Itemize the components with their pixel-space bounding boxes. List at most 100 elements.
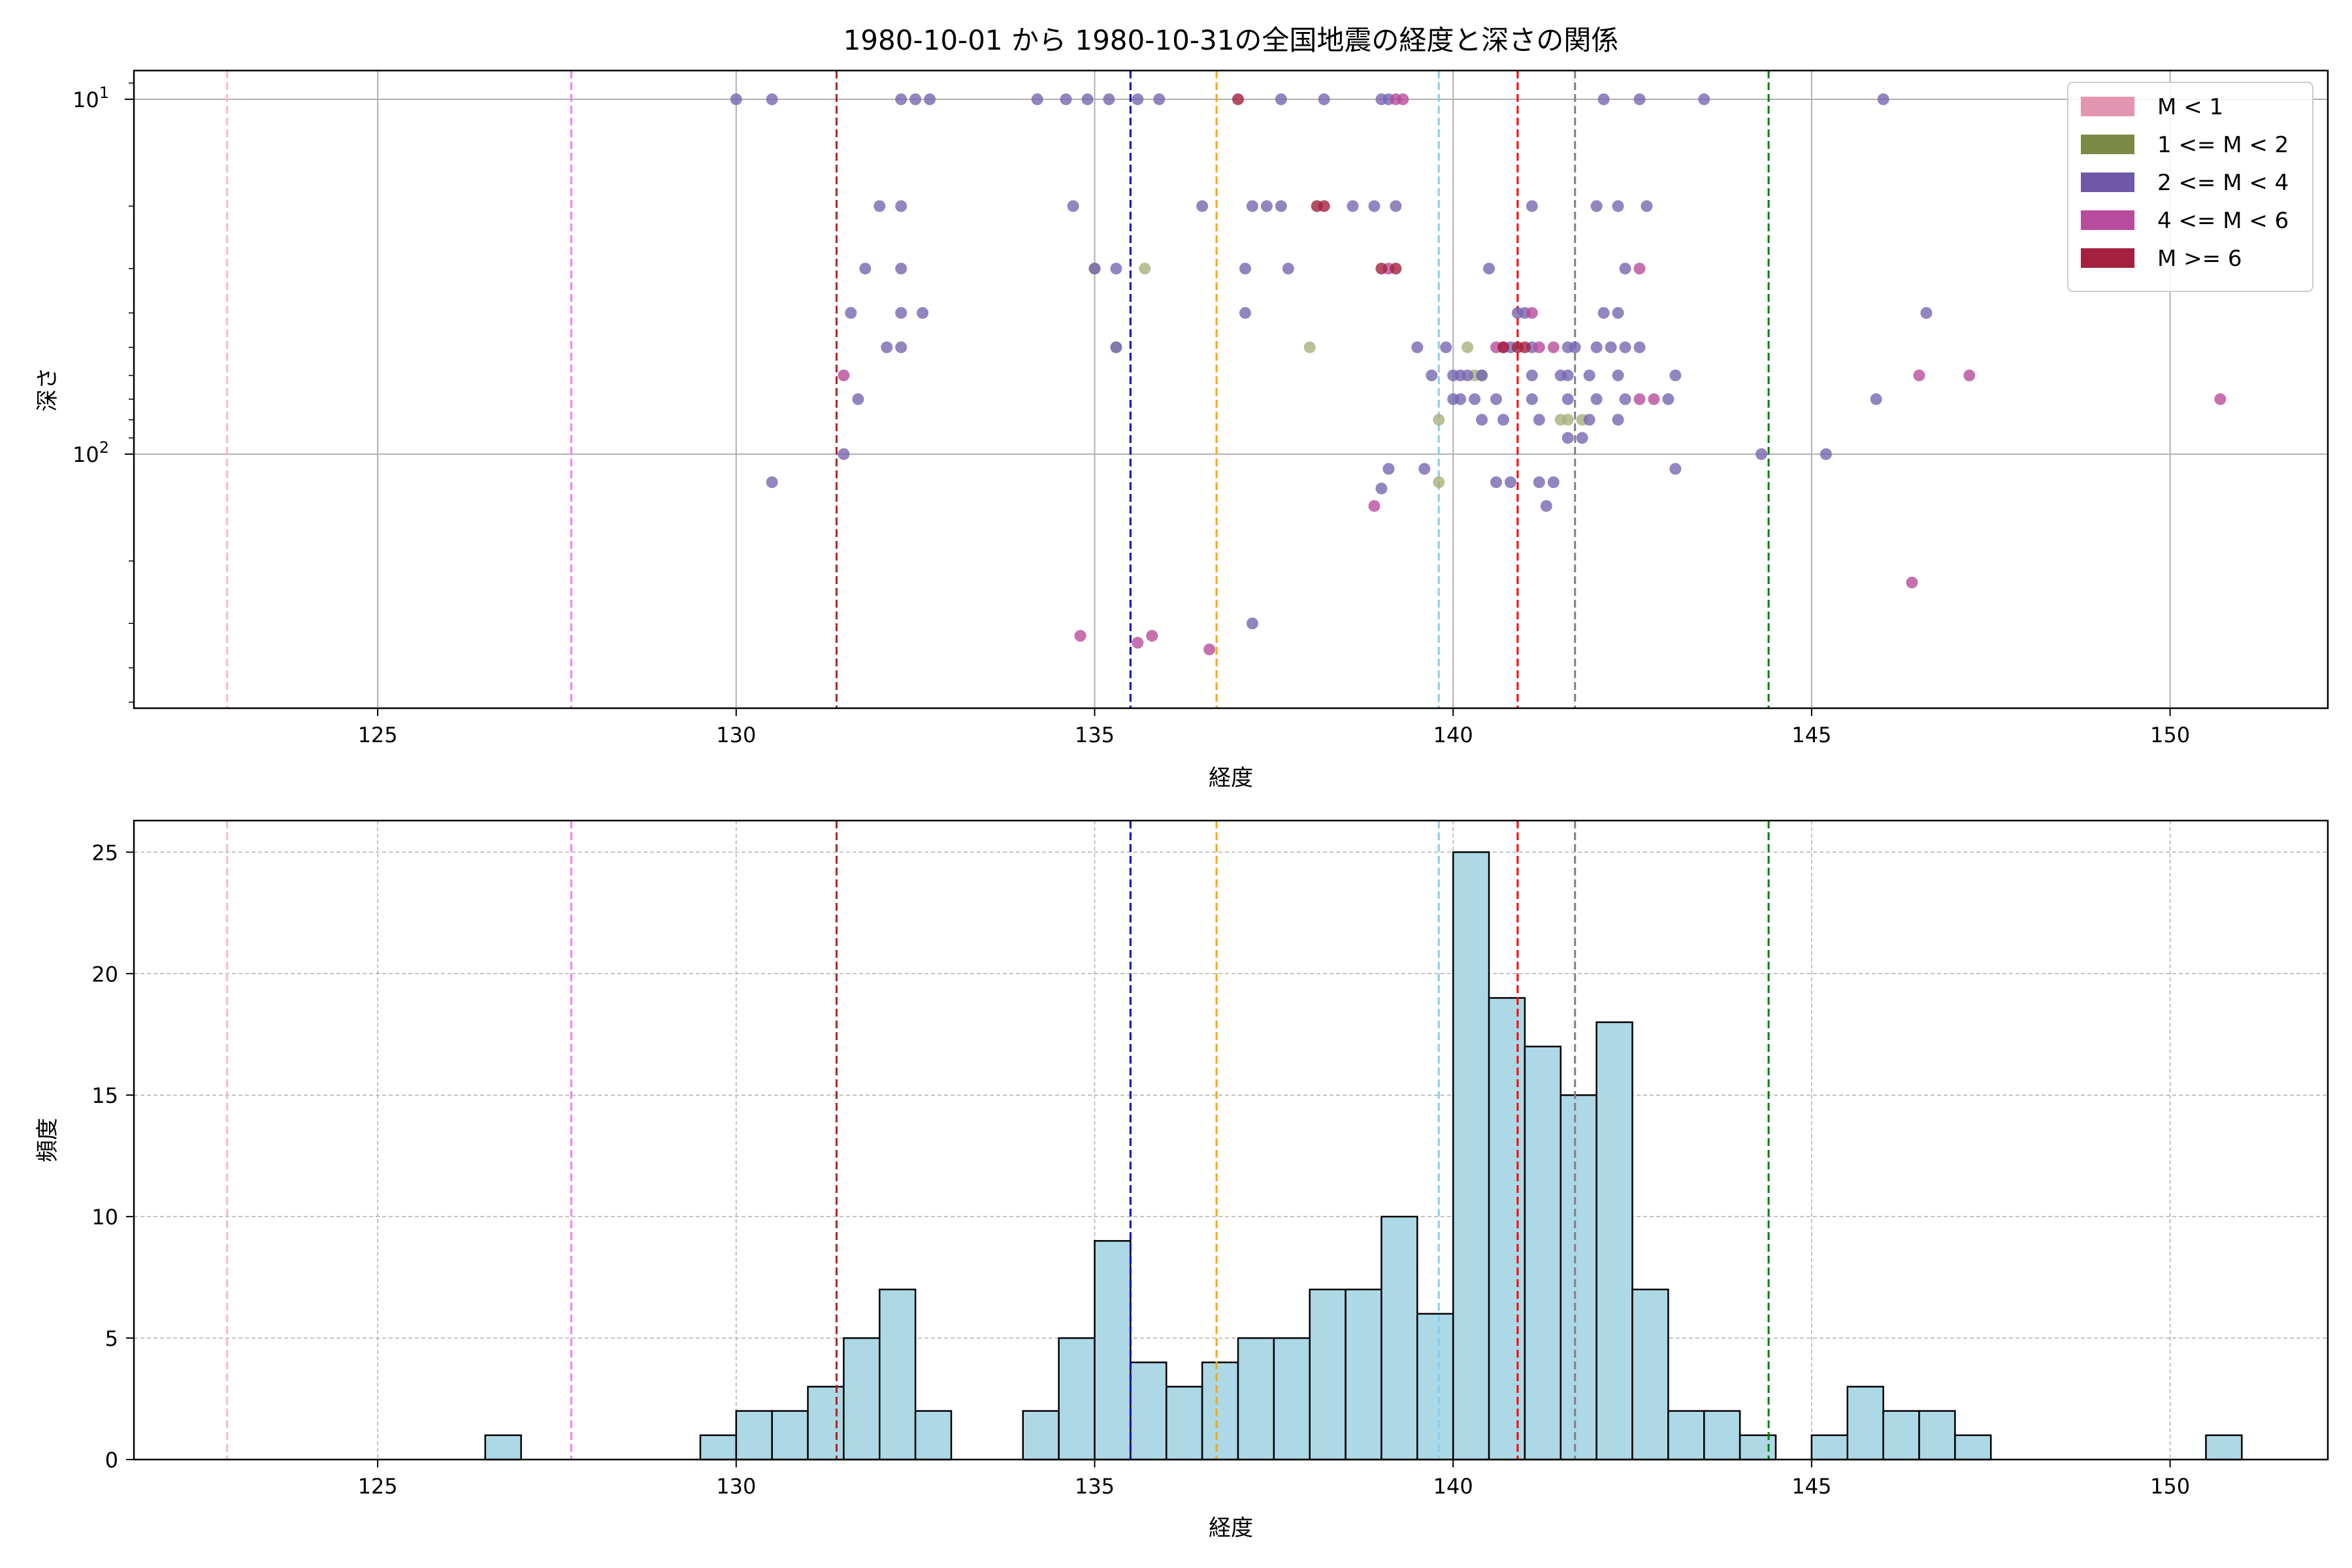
scatter-point (1633, 93, 1646, 105)
scatter-point (1669, 369, 1682, 382)
scatter-point (1260, 200, 1273, 212)
histogram-bar (1201, 1362, 1239, 1461)
scatter-point (730, 93, 742, 105)
scatter-x-tick-label: 125 (358, 723, 398, 747)
scatter-point (1906, 576, 1918, 589)
scatter-point (1547, 476, 1560, 489)
scatter-point (1146, 630, 1158, 642)
legend-swatch (2081, 248, 2134, 268)
scatter-point (766, 476, 778, 489)
scatter-point (1375, 263, 1388, 275)
scatter-point (1469, 393, 1481, 405)
scatter-x-tick-label: 140 (1433, 723, 1473, 747)
scatter-point (1619, 341, 1631, 353)
scatter-point (1232, 93, 1244, 105)
scatter-point (1504, 476, 1516, 489)
histogram-bar (484, 1434, 522, 1461)
scatter-point (1561, 369, 1574, 382)
scatter-point (1561, 393, 1574, 405)
scatter-point (838, 448, 850, 461)
scatter-point (1153, 93, 1166, 105)
scatter-point (881, 341, 893, 353)
scatter-point (1583, 414, 1595, 426)
scatter-point (852, 393, 864, 405)
scatter-point (1648, 393, 1660, 405)
scatter-point (1569, 341, 1581, 353)
histogram-y-tick-label: 10 (91, 1205, 118, 1230)
scatter-point (1540, 500, 1552, 512)
histogram-bar (1022, 1410, 1060, 1461)
histogram-bar (1452, 851, 1490, 1461)
histogram-bar (735, 1410, 773, 1461)
scatter-point (1203, 643, 1216, 655)
scatter-point (1920, 306, 1933, 319)
scatter-point (1497, 414, 1510, 426)
histogram-x-tick-label: 150 (2150, 1474, 2190, 1499)
scatter-point (1526, 393, 1538, 405)
scatter-point (1139, 263, 1151, 275)
histogram-bar (1130, 1362, 1168, 1461)
scatter-point (1490, 476, 1503, 489)
legend-label: 1 <= M < 2 (2157, 132, 2289, 158)
legend: M < 1 1 <= M < 2 2 <= M < 4 4 <= M < 6 M >= … (2067, 82, 2313, 292)
scatter-point (1877, 93, 1889, 105)
scatter-point (1612, 414, 1624, 426)
scatter-point (1612, 369, 1624, 382)
scatter-point (1275, 93, 1287, 105)
scatter-point (1347, 200, 1359, 212)
scatter-x-axis-label: 経度 (1209, 765, 1253, 791)
legend-swatch (2081, 172, 2134, 192)
scatter-point (1533, 414, 1545, 426)
scatter-reference-lines (226, 71, 1770, 708)
scatter-point (1390, 200, 1402, 212)
scatter-point (1698, 93, 1710, 105)
scatter-point (859, 263, 872, 275)
scatter-x-tick-label: 135 (1075, 723, 1115, 747)
scatter-point (1526, 200, 1538, 212)
histogram-x-tick-label: 125 (358, 1474, 398, 1499)
histogram-x-tick-label: 130 (716, 1474, 756, 1499)
histogram-bar (1380, 1215, 1418, 1461)
histogram-bar (1918, 1410, 1956, 1461)
scatter-point (1497, 341, 1510, 353)
scatter-point (1913, 369, 1925, 382)
scatter-point (1103, 93, 1115, 105)
scatter-point (1619, 393, 1631, 405)
scatter-point (1612, 306, 1624, 319)
histogram-bar (1237, 1337, 1275, 1461)
histogram-bar (2205, 1434, 2243, 1461)
scatter-point (1963, 369, 1976, 382)
scatter-point (1282, 263, 1294, 275)
scatter-point (1239, 263, 1251, 275)
scatter-point (1633, 393, 1646, 405)
histogram-bar (1524, 1045, 1562, 1461)
scatter-point (1110, 263, 1122, 275)
scatter-point (1390, 263, 1402, 275)
histogram-bar (1739, 1434, 1777, 1461)
histogram-bar (1273, 1337, 1311, 1461)
scatter-point (1476, 414, 1488, 426)
scatter-point (1490, 393, 1503, 405)
scatter-point (1074, 630, 1086, 642)
histogram-bar (807, 1386, 845, 1461)
histogram-x-tick-label: 145 (1791, 1474, 1831, 1499)
scatter-point (1110, 341, 1122, 353)
histogram-bar (1345, 1288, 1382, 1461)
histogram-bar (1560, 1094, 1597, 1461)
scatter-point (895, 341, 907, 353)
scatter-title: 1980-10-01 から 1980-10-31の全国地震の経度と深さの関係 (843, 24, 1619, 56)
scatter-point (909, 93, 922, 105)
scatter-point (1870, 393, 1882, 405)
legend-entries: M < 1 1 <= M < 2 2 <= M < 4 4 <= M < 6 M >= … (2081, 94, 2289, 272)
scatter-point (1590, 200, 1603, 212)
histogram-bar (914, 1410, 953, 1461)
scatter-point (1526, 369, 1538, 382)
scatter-x-tick-label: 145 (1791, 723, 1831, 747)
scatter-point (1060, 93, 1072, 105)
scatter-point (1619, 263, 1631, 275)
scatter-point (1597, 306, 1610, 319)
scatter-point (1633, 263, 1646, 275)
histogram-x-tick-label: 135 (1075, 1474, 1115, 1499)
scatter-point (1454, 393, 1467, 405)
